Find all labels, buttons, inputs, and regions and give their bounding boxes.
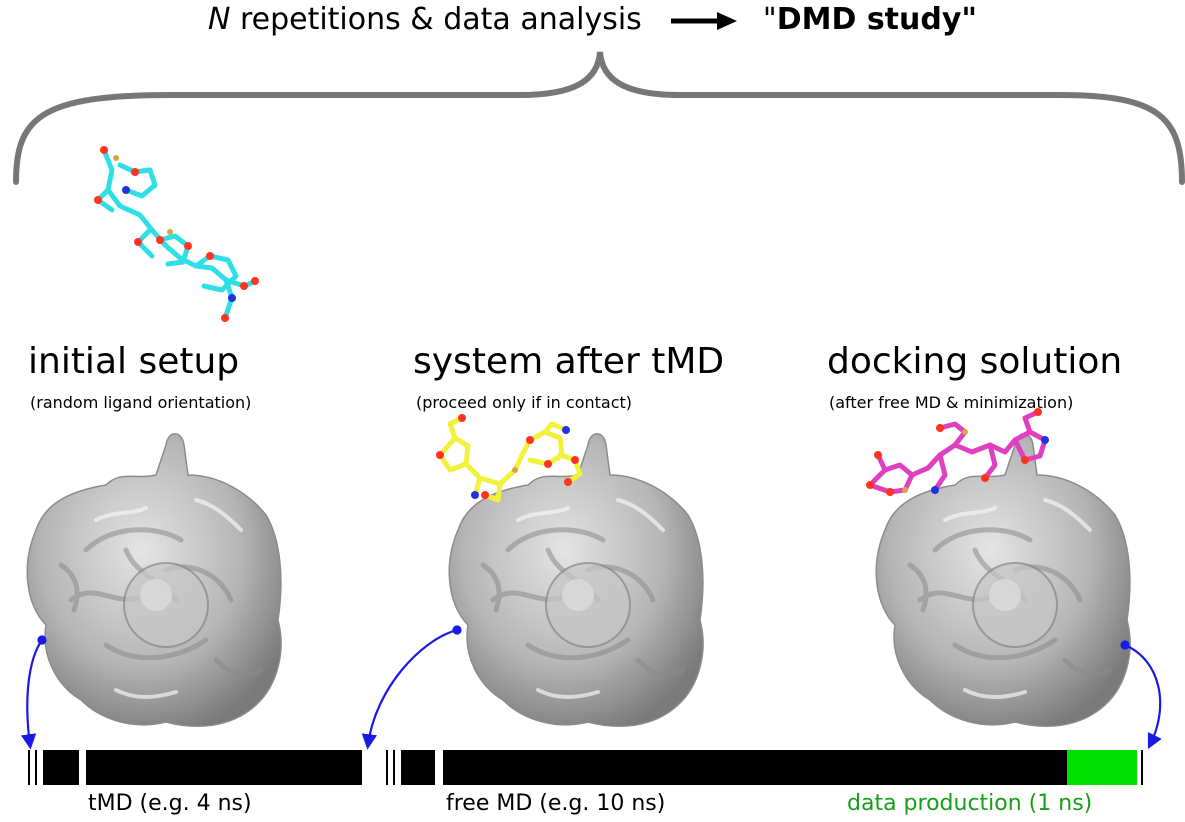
quote-open: " — [762, 2, 777, 37]
stage-initial-title: initial setup — [28, 341, 240, 382]
stage-docked-subtitle: (after free MD & minimization) — [829, 393, 1074, 412]
repetitions-text: repetitions & data analysis — [239, 2, 642, 37]
right-arrow-icon — [671, 11, 738, 30]
n-symbol: N — [207, 2, 231, 37]
ligand-docked — [867, 409, 1048, 495]
stage-tmd-title: system after tMD — [413, 341, 725, 382]
protein-initial — [27, 434, 281, 727]
free-md-label: free MD (e.g. 10 ns) — [446, 791, 666, 816]
ligand-initial-atoms — [94, 146, 259, 322]
ligand-docked-atoms — [866, 408, 1049, 496]
timeline — [28, 750, 1143, 785]
arrow-to-tmd-end — [361, 625, 462, 750]
production-label: data production (1 ns) — [847, 791, 1093, 816]
tmd-label: tMD (e.g. 4 ns) — [88, 791, 252, 816]
arrow-to-tmd-start — [20, 635, 47, 750]
ligand-tmd-atoms — [436, 414, 579, 499]
protein-docked — [876, 434, 1130, 727]
header: N repetitions & data analysis "DMD study… — [0, 0, 1185, 40]
stage-docked-title: docking solution — [827, 341, 1123, 382]
stage-tmd-subtitle: (proceed only if in contact) — [416, 393, 633, 412]
arrow-to-production-end — [1120, 640, 1162, 750]
study-label: DMD study — [776, 2, 962, 37]
brace — [13, 51, 1185, 185]
production-segment — [1067, 750, 1137, 785]
stage-initial-subtitle: (random ligand orientation) — [30, 393, 252, 412]
quote-close: " — [961, 2, 978, 37]
ligand-initial — [95, 147, 259, 321]
